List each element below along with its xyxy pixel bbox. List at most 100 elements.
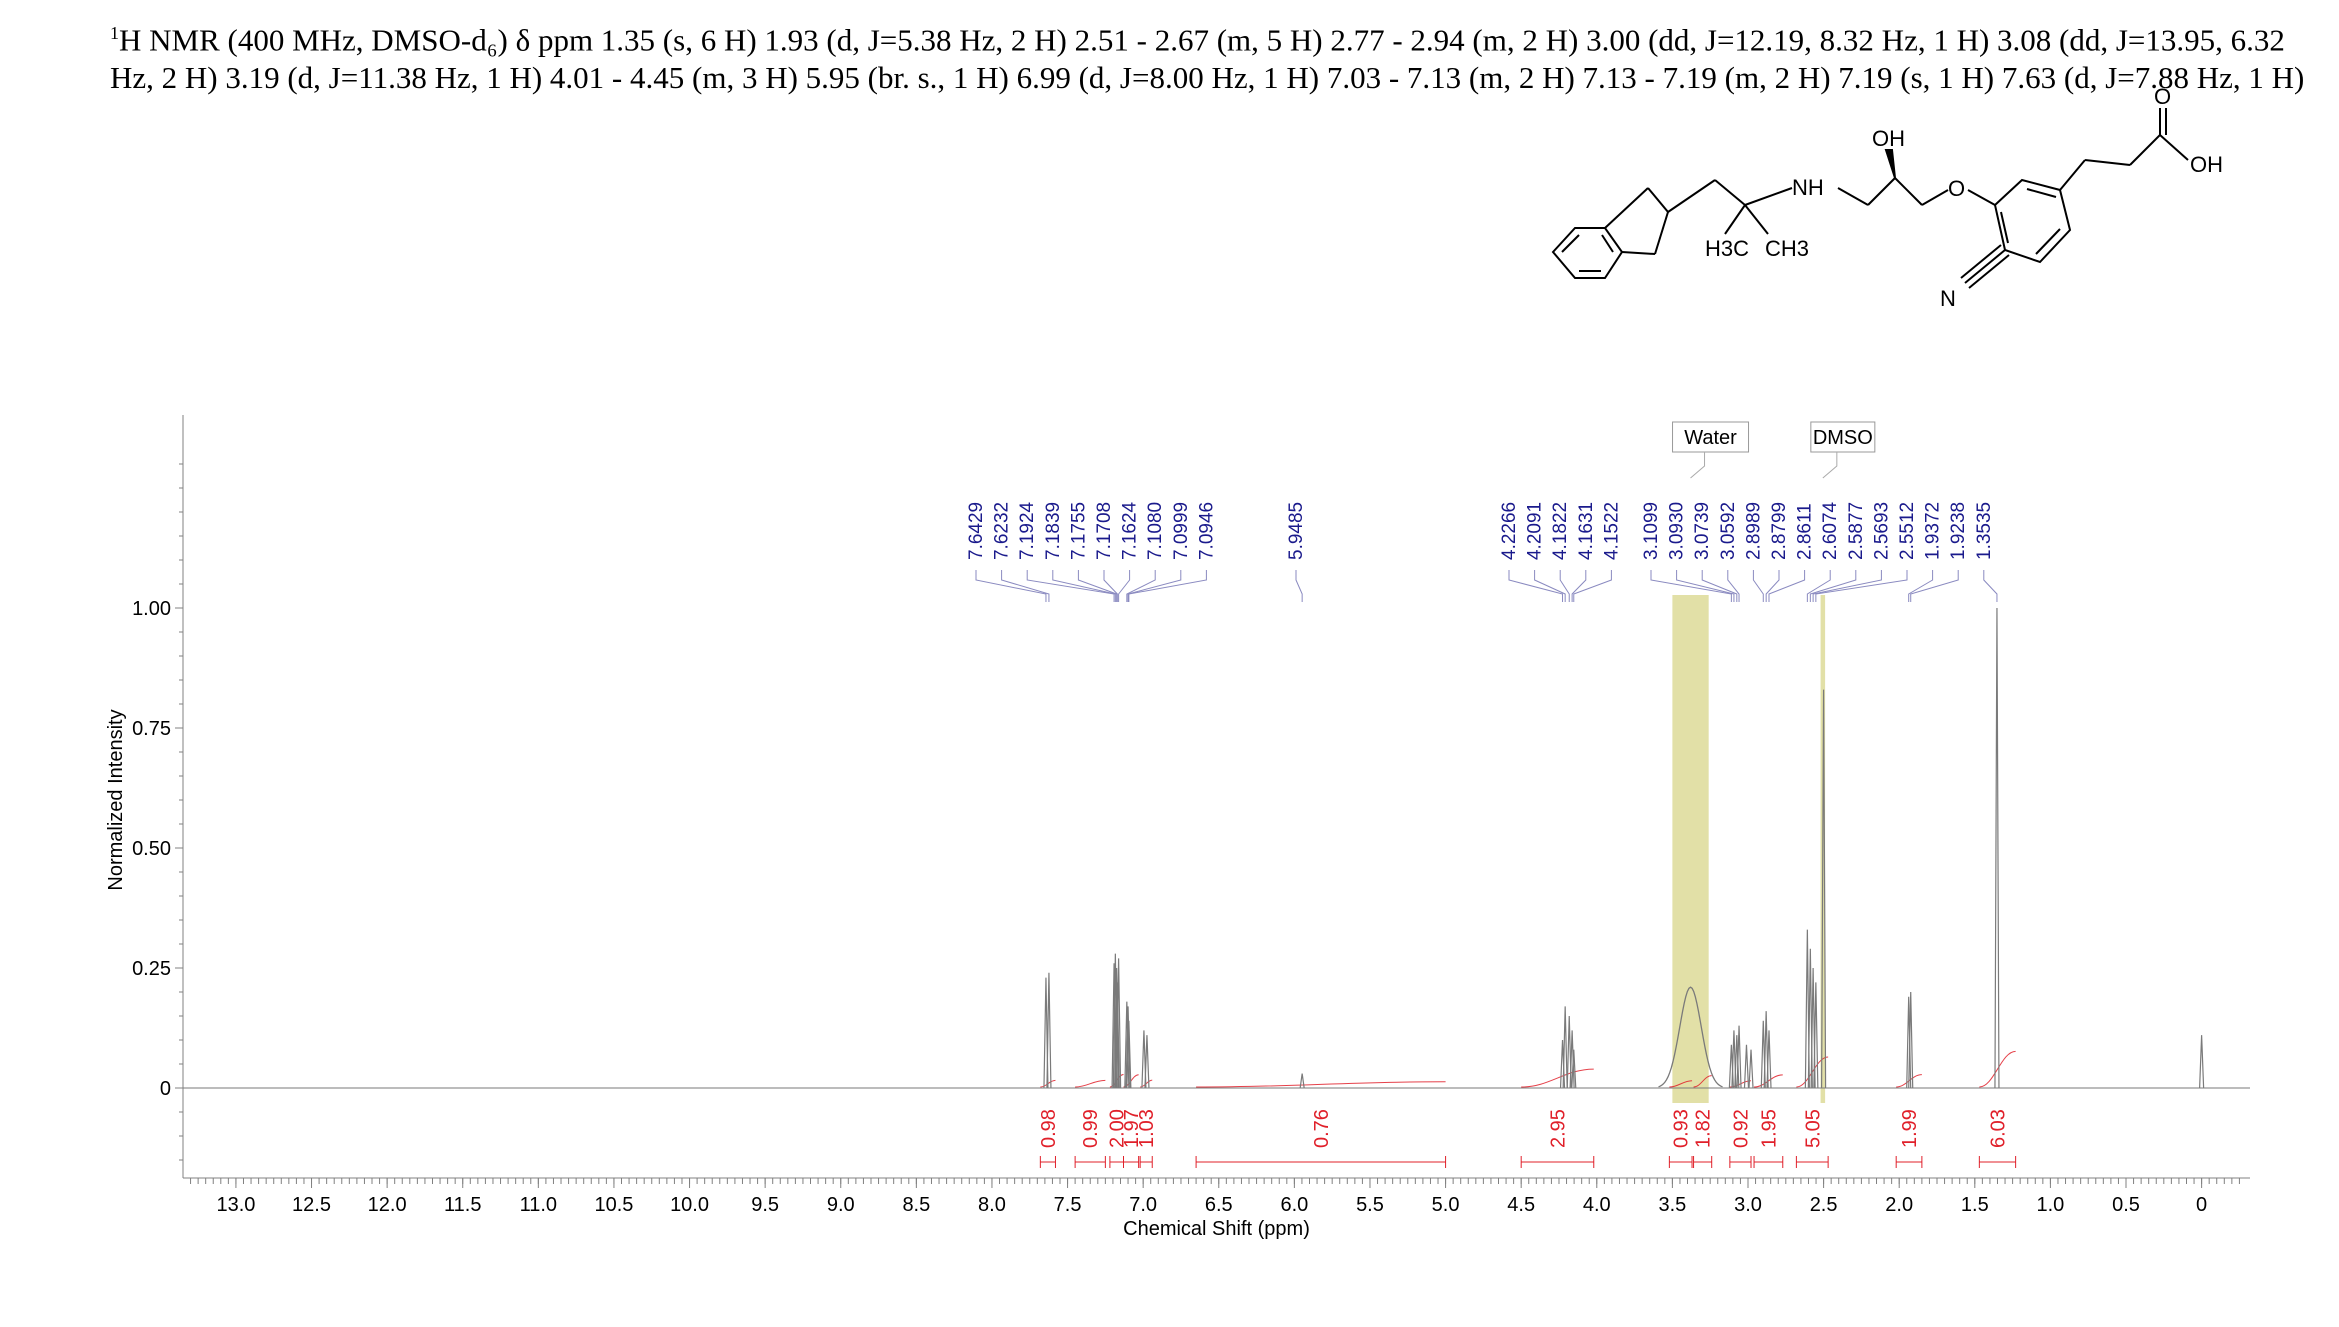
nitrile-n-label: N: [1940, 286, 1956, 311]
acid-hydroxyl-label: OH: [2190, 152, 2223, 177]
spectrum-peak: [1813, 982, 1819, 1089]
bond: [1714, 179, 1746, 206]
peak-shift-label: 7.0946: [1196, 502, 1217, 560]
peak-shift-label: 7.1839: [1043, 502, 1064, 560]
peak-label-leader: [1001, 570, 1050, 602]
spectrum-peak: [1144, 1035, 1150, 1089]
peak-shift-label: 7.1924: [1017, 501, 1038, 560]
peak-label-leader: [1650, 570, 1732, 602]
wedge-bond: [1884, 149, 1896, 179]
x-tick-label: 0.5: [2112, 1194, 2140, 1216]
y-tick-label: 0: [160, 1078, 171, 1100]
peak-label-leader: [1768, 570, 1806, 602]
spectrum-peak: [1299, 1073, 1305, 1089]
peak-shift-label: 4.1522: [1601, 502, 1622, 560]
peak-shift-label: 4.2091: [1525, 502, 1546, 560]
x-tick-label: 10.5: [594, 1194, 633, 1216]
chemical-structure: OH NH O O OH H3C CH3 N: [1551, 84, 2223, 311]
peak-label-leader: [1983, 570, 1998, 602]
peak-shift-label: 1.9372: [1923, 502, 1944, 560]
peak-label-leader: [1701, 570, 1738, 602]
peak-label-leader: [1809, 570, 1857, 602]
bond: [1744, 187, 1793, 206]
peak-label-leader: [1727, 570, 1740, 602]
spectrum-peak: [1766, 1030, 1772, 1089]
aromatic-double-bond: [1601, 234, 1614, 253]
peak-label-leader: [1815, 570, 1908, 602]
nitrile-bond: [1964, 249, 2006, 284]
solvent-label-leader: [1690, 452, 1706, 479]
x-tick-label: 6.0: [1280, 1194, 1308, 1216]
solvent-label-box: [1810, 421, 1876, 453]
peak-label-leader: [1573, 570, 1612, 602]
benzene-ring-bond: [1993, 178, 2072, 264]
methyl-label-right: CH3: [1765, 236, 1809, 261]
solvent-label-leader: [1822, 452, 1838, 479]
peak-labels: 7.6429 7.6232 7.1924 7.1839 7.1755 7.1708 7.16…: [966, 501, 1998, 602]
peak-label-leader: [975, 570, 1047, 602]
peak-shift-label: 1.3535: [1974, 502, 1995, 560]
x-tick-label: 4.0: [1583, 1194, 1611, 1216]
integral-curve: [1693, 1075, 1712, 1088]
integral-curve: [1521, 1068, 1594, 1088]
peak-shift-label: 2.6074: [1820, 501, 1841, 560]
nitrile-bond: [1968, 254, 2010, 289]
peak-shift-label: 7.1624: [1120, 501, 1141, 560]
peak-shift-label: 2.8611: [1795, 503, 1816, 560]
x-tick-label: 5.0: [1432, 1194, 1460, 1216]
x-tick-label: 1.0: [2037, 1194, 2065, 1216]
bond: [1724, 204, 1746, 235]
peak-label-leader: [1026, 570, 1115, 602]
bond: [2159, 134, 2189, 161]
integral-value: 0.98: [1038, 1109, 1060, 1148]
integral-value: 0.76: [1311, 1109, 1333, 1148]
y-tick-label: 0.50: [132, 838, 171, 860]
peak-label-leader: [1118, 570, 1131, 602]
peak-label-leader: [1676, 570, 1735, 602]
spectrum-peak: [1908, 991, 1914, 1089]
bond: [1647, 187, 1669, 213]
aromatic-double-bond: [2035, 228, 2061, 255]
x-tick-label: 7.5: [1054, 1194, 1082, 1216]
x-tick-label: 11.5: [444, 1194, 481, 1216]
integral-value: 2.95: [1547, 1109, 1569, 1148]
spectrum-peak: [1743, 1044, 1750, 1089]
spectrum-peak: [1116, 958, 1122, 1089]
peak-shift-label: 7.1080: [1145, 502, 1166, 560]
integral-value: 0.92: [1730, 1109, 1752, 1148]
integral-value: 0.99: [1080, 1109, 1102, 1148]
integral-value: 1.82: [1693, 1109, 1715, 1148]
y-tick-label: 0.75: [132, 718, 171, 740]
peak-shift-label: 2.5512: [1897, 502, 1918, 560]
x-tick-label: 3.5: [1658, 1194, 1686, 1216]
peak-label-leader: [1508, 570, 1564, 602]
spectrum-peak: [1114, 982, 1120, 1089]
solvent-label: Water: [1684, 427, 1737, 449]
peak-shift-label: 2.8989: [1743, 502, 1764, 560]
peak-shift-label: 7.6232: [992, 502, 1013, 560]
integral-curve: [1075, 1079, 1106, 1088]
integral-value: 6.03: [1987, 1109, 2009, 1148]
integral-curve: [1669, 1080, 1693, 1088]
integral-value: 2.00: [1107, 1109, 1129, 1148]
peak-label-leader: [1126, 570, 1156, 602]
peak-label-leader: [1571, 570, 1587, 602]
x-tick-label: 2.5: [1810, 1194, 1838, 1216]
bond: [1837, 187, 1869, 206]
peak-label-leader: [1752, 570, 1764, 602]
integral-curve: [1979, 1050, 2016, 1088]
peak-shift-label: 2.5877: [1846, 502, 1867, 560]
bond: [2129, 134, 2161, 166]
peak-shift-label: 7.1708: [1094, 502, 1115, 560]
bond: [1667, 179, 1716, 213]
bond: [1867, 177, 1896, 206]
peak-label-leader: [1908, 570, 1934, 602]
integral-value: 1.97: [1121, 1109, 1143, 1148]
spectrum-broad-peak: [1658, 986, 1723, 1088]
spectrum-peak: [1125, 1006, 1131, 1089]
bond: [1967, 189, 1996, 206]
peak-shift-label: 3.1099: [1641, 502, 1662, 560]
solvent-regions: Water DMSO: [1672, 421, 1876, 1103]
x-tick-label: 12.0: [368, 1194, 407, 1216]
